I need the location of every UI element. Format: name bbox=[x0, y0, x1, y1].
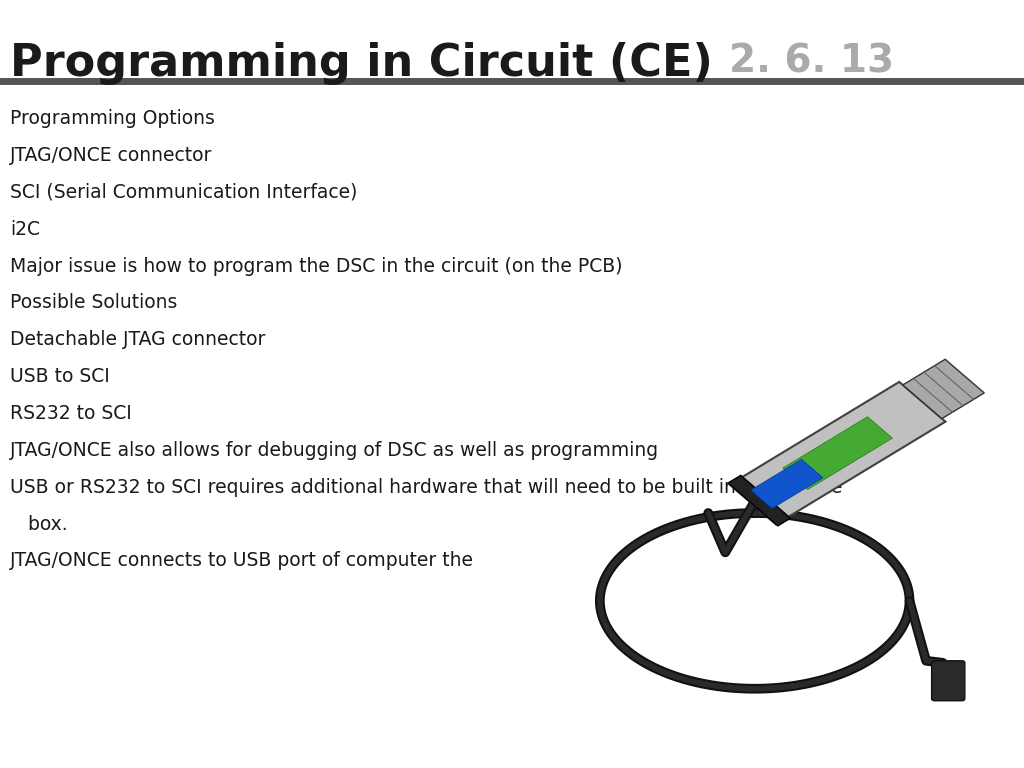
Text: i2C: i2C bbox=[10, 220, 40, 239]
Polygon shape bbox=[903, 359, 984, 419]
Text: Programming in Circuit (CE): Programming in Circuit (CE) bbox=[10, 42, 729, 85]
Text: box.: box. bbox=[10, 515, 68, 534]
Text: 2. 6. 13: 2. 6. 13 bbox=[729, 42, 894, 80]
Polygon shape bbox=[782, 417, 893, 489]
Polygon shape bbox=[751, 459, 823, 508]
Text: Major issue is how to program the DSC in the circuit (on the PCB): Major issue is how to program the DSC in… bbox=[10, 257, 623, 276]
Text: JTAG/ONCE also allows for debugging of DSC as well as programming: JTAG/ONCE also allows for debugging of D… bbox=[10, 441, 659, 460]
Text: JTAG/ONCE connector: JTAG/ONCE connector bbox=[10, 146, 213, 165]
Text: SCI (Serial Communication Interface): SCI (Serial Communication Interface) bbox=[10, 183, 357, 202]
Polygon shape bbox=[728, 475, 791, 526]
Text: JTAG/ONCE connects to USB port of computer the: JTAG/ONCE connects to USB port of comput… bbox=[10, 551, 474, 571]
Text: Possible Solutions: Possible Solutions bbox=[10, 293, 177, 313]
Text: USB to SCI: USB to SCI bbox=[10, 367, 110, 386]
Text: Detachable JTAG connector: Detachable JTAG connector bbox=[10, 330, 265, 349]
Text: USB or RS232 to SCI requires additional hardware that will need to be built in a: USB or RS232 to SCI requires additional … bbox=[10, 478, 843, 497]
Text: RS232 to SCI: RS232 to SCI bbox=[10, 404, 132, 423]
Text: Programming Options: Programming Options bbox=[10, 109, 215, 128]
FancyBboxPatch shape bbox=[932, 660, 965, 700]
Polygon shape bbox=[730, 382, 945, 525]
